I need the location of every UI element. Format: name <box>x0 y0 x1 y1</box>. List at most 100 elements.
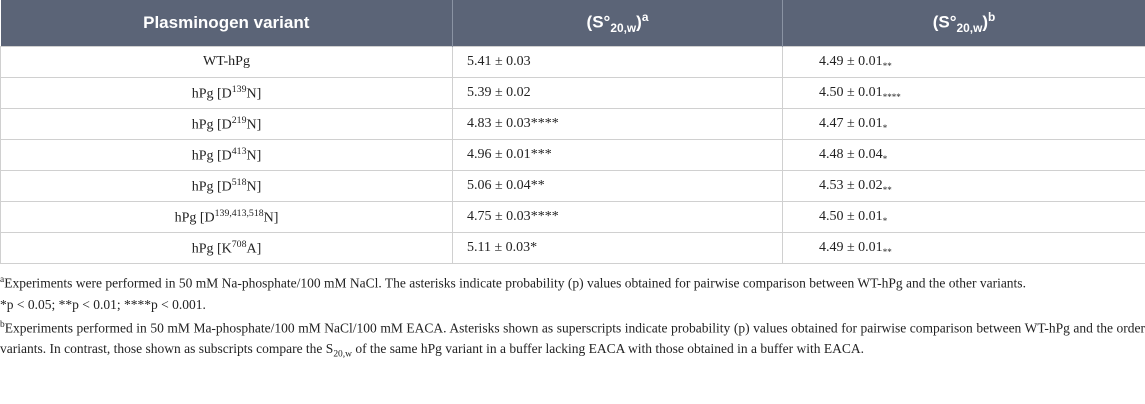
subscript: * <box>882 153 888 164</box>
table-row: hPg [D139N] 5.39 ± 0.02 4.50 ± 0.01**** <box>0 77 1145 109</box>
value: 5.39 ± 0.02 <box>467 85 531 100</box>
superscript: 139,413,518 <box>214 207 264 219</box>
subscript: * <box>882 215 888 226</box>
value: 4.75 ± 0.03 <box>467 209 531 224</box>
value: 5.06 ± 0.04 <box>467 178 531 193</box>
subscript: 20,w <box>956 21 983 36</box>
value: 4.83 ± 0.03 <box>467 116 531 131</box>
asterisks: **** <box>530 209 559 224</box>
table-cell: 4.49 ± 0.01** <box>782 232 1145 264</box>
text: (S° <box>932 13 957 33</box>
footnote-text: of the same hPg variant in a buffer lack… <box>351 341 864 356</box>
text: Plasminogen variant <box>143 13 310 32</box>
superscript: 413 <box>231 145 247 157</box>
footnote-subscript: 20,w <box>333 349 352 360</box>
text: hPg [D <box>191 117 232 133</box>
footnote-b: bExperiments performed in 50 mM Ma-phosp… <box>0 315 1145 366</box>
footnote-a: aExperiments were performed in 50 mM Na-… <box>0 270 1145 294</box>
table-cell: WT-hPg <box>0 46 453 78</box>
asterisks: ** <box>530 178 545 193</box>
value: 4.96 ± 0.01 <box>467 147 531 162</box>
text: WT-hPg <box>203 54 250 69</box>
text: N] <box>246 148 262 164</box>
value: 4.48 ± 0.04 <box>819 146 883 162</box>
subscript: ** <box>882 184 892 195</box>
superscript: 139 <box>231 83 247 95</box>
text: hPg [K <box>191 241 232 257</box>
asterisks: * <box>530 240 538 255</box>
table-cell: hPg [D413N] <box>0 139 453 171</box>
superscript: 708 <box>231 238 247 250</box>
header-cell: Plasminogen variant <box>0 0 453 47</box>
text: N] <box>263 210 279 226</box>
value: 4.50 ± 0.01 <box>819 84 883 100</box>
table-cell: 4.48 ± 0.04* <box>782 139 1145 171</box>
subscript: 20,w <box>610 21 637 36</box>
subscript: * <box>882 122 888 133</box>
superscript: 518 <box>231 176 247 188</box>
table-row: hPg [D518N] 5.06 ± 0.04** 4.53 ± 0.02** <box>0 170 1145 202</box>
text: ) <box>636 13 642 33</box>
table-row: hPg [D413N] 4.96 ± 0.01*** 4.48 ± 0.04* <box>0 139 1145 171</box>
table-cell: 5.39 ± 0.02 <box>452 77 783 109</box>
asterisks: **** <box>530 116 559 131</box>
table-cell: 5.11 ± 0.03* <box>452 232 783 264</box>
value: 4.53 ± 0.02 <box>819 177 883 193</box>
table-cell: hPg [D518N] <box>0 170 453 202</box>
footnote-marker: b <box>0 319 5 330</box>
text: hPg [D <box>191 179 232 195</box>
subscript: ** <box>882 60 892 71</box>
value: 4.49 ± 0.01 <box>819 53 883 69</box>
text: N] <box>246 86 262 102</box>
table-cell: 4.96 ± 0.01*** <box>452 139 783 171</box>
subscript: ** <box>882 246 892 257</box>
text: N] <box>246 179 262 195</box>
text: hPg [D <box>174 210 215 226</box>
table-cell: hPg [D219N] <box>0 108 453 140</box>
table-cell: 4.47 ± 0.01* <box>782 108 1145 140</box>
table-cell: 5.41 ± 0.03 <box>452 46 783 78</box>
value: 5.41 ± 0.03 <box>467 54 531 69</box>
superscript: 219 <box>231 114 247 126</box>
table-cell: hPg [D139N] <box>0 77 453 109</box>
header-row: Plasminogen variant (S°20,w)a (S°20,w)b <box>0 0 1145 47</box>
table-cell: hPg [D139,413,518N] <box>0 201 453 233</box>
text: ) <box>982 13 988 33</box>
table-row: hPg [D219N] 4.83 ± 0.03**** 4.47 ± 0.01* <box>0 108 1145 140</box>
header-cell: (S°20,w)a <box>452 0 783 47</box>
superscript: a <box>641 10 649 25</box>
text: N] <box>246 117 262 133</box>
table-cell: 4.53 ± 0.02** <box>782 170 1145 202</box>
table-cell: 4.83 ± 0.03**** <box>452 108 783 140</box>
header-cell: (S°20,w)b <box>782 0 1145 47</box>
table-row: hPg [D139,413,518N] 4.75 ± 0.03**** 4.50 ±… <box>0 201 1145 233</box>
superscript: b <box>988 10 996 25</box>
table-cell: 5.06 ± 0.04** <box>452 170 783 202</box>
text: A] <box>246 241 262 257</box>
table-cell: hPg [K708A] <box>0 232 453 264</box>
subscript: **** <box>882 91 901 102</box>
value: 4.49 ± 0.01 <box>819 239 883 255</box>
table-cell: 4.75 ± 0.03**** <box>452 201 783 233</box>
text: (S° <box>586 13 611 33</box>
footnotes: aExperiments were performed in 50 mM Na-… <box>0 264 1145 366</box>
data-table: Plasminogen variant (S°20,w)a (S°20,w)b WT… <box>0 0 1145 264</box>
footnote-text: Experiments performed in 50 mM Ma-phosph… <box>0 320 1145 356</box>
footnote-text: Experiments were performed in 50 mM Na-p… <box>4 275 1026 291</box>
table-row: WT-hPg 5.41 ± 0.03 4.49 ± 0.01** <box>0 46 1145 78</box>
table-body: WT-hPg 5.41 ± 0.03 4.49 ± 0.01** hPg [D139N… <box>0 46 1145 264</box>
value: 4.47 ± 0.01 <box>819 115 883 131</box>
value: 4.50 ± 0.01 <box>819 208 883 224</box>
asterisks: *** <box>530 147 552 162</box>
table-cell: 4.50 ± 0.01**** <box>782 77 1145 109</box>
table-cell: 4.50 ± 0.01* <box>782 201 1145 233</box>
table-cell: 4.49 ± 0.01** <box>782 46 1145 78</box>
text: hPg [D <box>191 86 232 102</box>
text: hPg [D <box>191 148 232 164</box>
footnote-a-line2: *p < 0.05; **p < 0.01; ****p < 0.001. <box>0 294 1145 315</box>
footnote-text: *p < 0.05; **p < 0.01; ****p < 0.001. <box>0 296 206 312</box>
value: 5.11 ± 0.03 <box>467 240 531 255</box>
table-row: hPg [K708A] 5.11 ± 0.03* 4.49 ± 0.01** <box>0 232 1145 264</box>
footnote-marker: a <box>0 275 5 285</box>
